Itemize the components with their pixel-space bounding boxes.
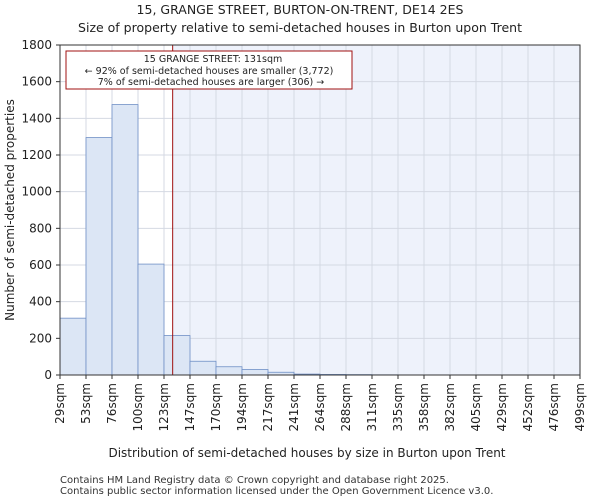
footer-line-1: Contains HM Land Registry data © Crown c… xyxy=(60,475,449,486)
x-tick-label: 53sqm xyxy=(79,383,93,424)
annotation-frame xyxy=(65,50,353,90)
bars xyxy=(59,104,399,376)
y-tick-label: 1000 xyxy=(21,185,52,199)
x-tick-label: 311sqm xyxy=(365,383,379,431)
x-axis-label: Distribution of semi-detached houses by … xyxy=(108,446,505,460)
bar-194sqm xyxy=(241,369,269,376)
x-tick-label: 76sqm xyxy=(105,383,119,424)
annotation-line-1: 15 GRANGE STREET: 131sqm xyxy=(144,54,282,65)
x-tick-label: 170sqm xyxy=(209,383,223,431)
y-tick-label: 800 xyxy=(29,221,52,235)
x-tick-label: 429sqm xyxy=(495,383,509,431)
x-tick-label: 358sqm xyxy=(417,383,431,431)
x-tick-label: 217sqm xyxy=(261,383,275,431)
x-tick-label: 288sqm xyxy=(339,383,353,431)
x-tick-label: 147sqm xyxy=(183,383,197,431)
bar-53sqm xyxy=(85,137,113,376)
x-tick-label: 476sqm xyxy=(547,383,561,431)
y-tick-label: 400 xyxy=(29,295,52,309)
annotation-box: 15 GRANGE STREET: 131sqm ← 92% of semi-d… xyxy=(65,50,353,90)
footer-line-2: Contains public sector information licen… xyxy=(60,486,493,497)
x-tick-label: 335sqm xyxy=(391,383,405,431)
x-axis-ticks: 29sqm 53sqm 76sqm 100sqm 123sqm 147sqm 170sqm 1… xyxy=(53,375,587,431)
x-tick-label: 29sqm xyxy=(53,383,67,424)
bar-29sqm xyxy=(59,317,87,376)
y-tick-label: 200 xyxy=(29,331,52,345)
bar-76sqm xyxy=(111,104,139,376)
y-tick-label: 1600 xyxy=(21,75,52,89)
y-tick-label: 1800 xyxy=(21,38,52,52)
x-tick-label: 405sqm xyxy=(469,383,483,431)
x-tick-label: 264sqm xyxy=(313,383,327,431)
bar-100sqm xyxy=(137,263,165,376)
x-tick-label: 123sqm xyxy=(157,383,171,431)
x-tick-label: 100sqm xyxy=(131,383,145,431)
annotation-line-3: 7% of semi-detached houses are larger (3… xyxy=(98,77,325,88)
y-tick-label: 1200 xyxy=(21,148,52,162)
y-tick-label: 1400 xyxy=(21,111,52,125)
y-axis-label: Number of semi-detached properties xyxy=(3,99,17,321)
larger-region-shade xyxy=(172,45,580,375)
bar-147sqm xyxy=(189,360,217,376)
x-tick-label: 452sqm xyxy=(521,383,535,431)
chart-title: 15, GRANGE STREET, BURTON-ON-TRENT, DE14… xyxy=(137,2,464,17)
x-tick-label: 194sqm xyxy=(235,383,249,431)
y-axis-ticks: 0 200 400 600 800 1000 1200 1400 1600 1800 xyxy=(21,38,60,382)
x-tick-label: 382sqm xyxy=(443,383,457,431)
bar-123sqm xyxy=(163,335,191,376)
chart-subtitle: Size of property relative to semi-detach… xyxy=(78,20,522,35)
x-tick-label: 241sqm xyxy=(287,383,301,431)
y-tick-label: 0 xyxy=(44,368,52,382)
y-tick-label: 600 xyxy=(29,258,52,272)
bar-170sqm xyxy=(215,366,243,376)
x-tick-label: 499sqm xyxy=(573,383,587,431)
annotation-line-2: ← 92% of semi-detached houses are smalle… xyxy=(85,66,334,77)
